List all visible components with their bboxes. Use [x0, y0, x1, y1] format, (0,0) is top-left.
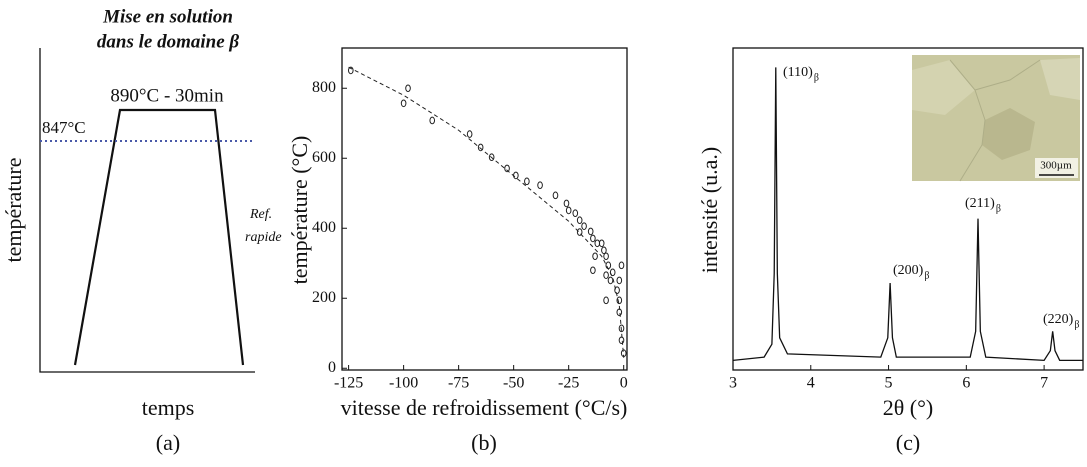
grain-boundary [974, 59, 1041, 91]
data-point [607, 276, 614, 285]
peak-label: (211) [965, 196, 995, 211]
inset-micrograph: 300µm [912, 55, 1080, 182]
data-point [524, 177, 530, 186]
peak-label-sub: β [996, 203, 1001, 214]
panel-a: Mise en solution dans le domaine β 847°C… [1, 6, 282, 455]
data-point [504, 164, 510, 173]
data-point [563, 199, 570, 208]
data-point [605, 261, 612, 270]
panel-b: température (°C) vitesse de refroidissem… [287, 47, 628, 455]
x-tick-label: -50 [503, 375, 524, 392]
threshold-label: 847°C [42, 118, 86, 137]
y-tick-label: 800 [312, 79, 336, 96]
data-point [572, 209, 579, 217]
x-tick-label: 3 [729, 375, 737, 392]
data-point [614, 286, 620, 295]
y-axis-label: température [1, 157, 26, 262]
annotation: rapide [245, 230, 282, 245]
data-point [598, 239, 605, 248]
x-axis-label: temps [142, 395, 195, 420]
data-point [576, 228, 583, 236]
x-tick-label: -25 [558, 375, 579, 392]
plot-frame [341, 47, 628, 371]
plateau-label: 890°C - 30min [110, 85, 224, 106]
y-axis-label: intensité (u.a.) [697, 147, 722, 273]
x-axis-label: vitesse de refroidissement (°C/s) [341, 395, 628, 420]
spectrum-line [732, 67, 1083, 362]
peak-label: (200) [893, 263, 924, 278]
peak-label-sub: β [924, 270, 929, 281]
data-point [537, 181, 543, 189]
panel-label: (c) [896, 430, 920, 455]
data-point [488, 153, 495, 161]
grain-boundary [949, 59, 986, 182]
x-tick-label: 7 [1040, 375, 1048, 392]
x-tick-label: 0 [620, 375, 628, 392]
panel-label: (a) [156, 430, 180, 455]
data-point [590, 266, 596, 275]
data-point [603, 252, 609, 261]
data-point [616, 276, 623, 285]
plot-frame [732, 47, 1084, 371]
x-tick-label: 6 [962, 375, 970, 392]
grain [1040, 58, 1080, 100]
data-point [400, 99, 407, 108]
data-point [405, 84, 411, 93]
title-line: Mise en solution [102, 6, 233, 27]
x-tick-label: -125 [334, 375, 363, 392]
data-point [587, 227, 594, 236]
data-point [603, 296, 609, 305]
peak-label: (110) [783, 65, 813, 80]
grain [912, 60, 975, 115]
panel-c: intensité (u.a.) 2θ (°) (c) 300µm 3 4 5 6 7 (… [697, 47, 1084, 455]
title-line: dans le domaine β [97, 31, 239, 52]
panel-label: (b) [471, 430, 497, 455]
data-point [592, 252, 598, 261]
annotation: Ref. [249, 207, 272, 222]
data-point [576, 216, 583, 224]
x-tick-label: 5 [885, 375, 893, 392]
data-point [552, 191, 559, 200]
y-tick-label: 200 [312, 289, 336, 306]
fit-line [348, 66, 625, 358]
y-tick-label: 0 [328, 359, 336, 376]
data-point [616, 296, 623, 305]
data-point [348, 66, 354, 75]
data-point [513, 171, 519, 180]
x-axis-label: 2θ (°) [883, 395, 934, 420]
data-point [565, 206, 572, 215]
data-point [603, 271, 609, 279]
x-tick-label: -100 [389, 375, 418, 392]
y-tick-label: 600 [312, 149, 336, 166]
temperature-path [73, 108, 245, 366]
peak-label-sub: β [1074, 319, 1079, 330]
scale-box [1035, 158, 1078, 178]
data-point [429, 116, 436, 125]
data-point [618, 324, 625, 333]
scale-label: 300µm [1040, 160, 1072, 172]
y-axis-label: température (°C) [287, 136, 312, 285]
peak-label-sub: β [814, 72, 819, 83]
x-tick-label: 4 [807, 375, 815, 392]
x-tick-label: -75 [448, 375, 469, 392]
y-tick-label: 400 [312, 219, 336, 236]
grain [982, 108, 1035, 160]
data-point [618, 336, 625, 345]
peak-label: (220) [1043, 312, 1074, 327]
data-point [477, 143, 484, 152]
axes [39, 48, 255, 373]
data-point [590, 234, 596, 243]
data-point [618, 261, 625, 270]
data-point [466, 130, 473, 138]
data-point [581, 222, 587, 230]
